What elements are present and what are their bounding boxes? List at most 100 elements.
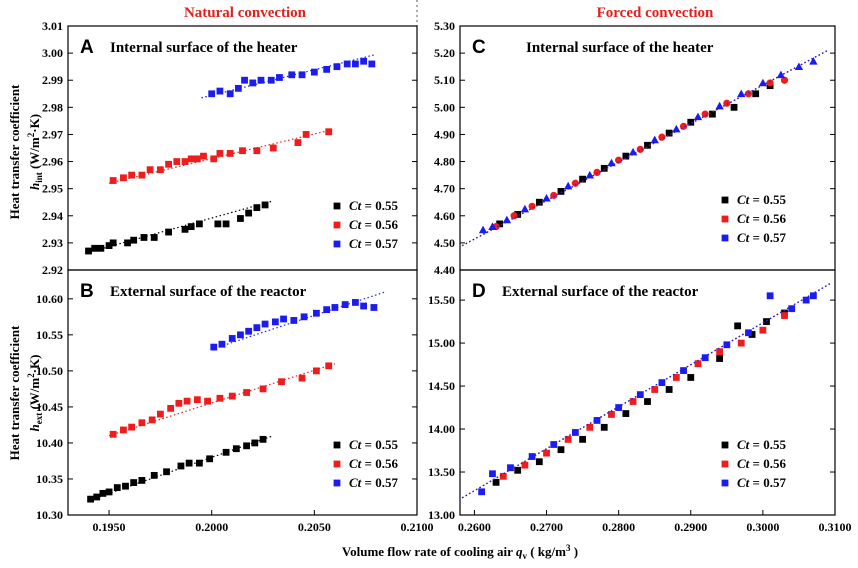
panel-B-point	[261, 320, 269, 328]
panel-A-point	[181, 158, 189, 165]
panel-B-point	[167, 404, 175, 412]
panel-D-point	[593, 417, 601, 424]
panel-B-legend-label: Ct = 0.56	[349, 456, 398, 471]
xlabel-close: )	[570, 544, 578, 559]
panel-B-point	[175, 399, 183, 407]
panel-D-legend-label: Ct = 0.55	[737, 437, 786, 452]
panel-A: 2.92 2.93 2.94 2.95 2.96 2.97 2.98 2.99 3.00 3.01…	[42, 19, 418, 277]
panel-C-ytick-label: 4.40	[434, 263, 455, 277]
panel-B-point	[228, 392, 236, 400]
panel-D-point	[788, 305, 796, 313]
panel-B-series-1	[108, 362, 336, 438]
panel-A-legend-label: Ct = 0.57	[349, 236, 398, 251]
panel-B-point	[130, 479, 138, 486]
panel-A-legend-marker	[333, 240, 341, 248]
panel-C-series-2	[461, 49, 829, 247]
ylabel-bottom-sup: 2	[26, 373, 36, 378]
panel-C-point	[737, 89, 746, 98]
panel-B-point	[206, 455, 214, 463]
panel-A-point	[234, 84, 242, 92]
panel-B-point	[204, 397, 211, 405]
panel-C-point	[615, 156, 623, 164]
panel-B-point	[360, 302, 368, 310]
panel-D-point	[629, 398, 637, 405]
panel-B-point	[222, 448, 230, 456]
panel-C-point	[776, 70, 786, 79]
panel-A-point	[257, 76, 265, 84]
ylabel-bottom-line1: Heat transfer coefficient	[7, 325, 22, 460]
panel-B-point	[185, 459, 193, 467]
panel-D-point	[564, 435, 572, 443]
xlabel: Volume flow rate of cooling air qv ( kg/…	[342, 543, 578, 561]
panel-C-point	[709, 110, 716, 118]
panel-A-point	[208, 90, 216, 98]
panel-A-point	[195, 220, 203, 228]
panel-A-point	[352, 60, 359, 68]
panel-C-ytick-label: 4.80	[434, 155, 455, 169]
panel-A-point	[226, 150, 234, 157]
panel-B-ytick-label: 10.35	[36, 472, 63, 486]
panel-B-title: External surface of the reactor	[110, 284, 307, 300]
panel-C-point	[701, 110, 709, 118]
panel-A-point	[128, 171, 136, 179]
panel-B-point	[138, 477, 146, 484]
panel-B-legend-label: Ct = 0.55	[349, 437, 398, 452]
panel-A-legend-label: Ct = 0.55	[349, 198, 398, 213]
panel-C-point	[644, 141, 651, 149]
panel-D-xtick-label: 0.2700	[530, 520, 563, 534]
panel-B: 10.30 10.35 10.40 10.45 10.50 10.55 10.60 0.195…	[36, 269, 434, 534]
panel-A-point	[124, 239, 131, 247]
panel-B-point	[177, 462, 185, 470]
panel-C-point	[510, 212, 518, 220]
panel-C-point	[758, 78, 768, 87]
panel-B-legend-marker	[333, 441, 341, 449]
panel-C-point	[650, 135, 659, 144]
panel-C-point	[723, 99, 731, 107]
panel-B-point	[341, 301, 349, 308]
panel-C-point	[520, 204, 530, 213]
panel-A-point	[214, 220, 222, 228]
panel-A-point	[187, 223, 195, 231]
panel-B-ytick-label: 10.30	[36, 508, 63, 522]
panel-A-point	[97, 244, 105, 252]
panel-C-point	[593, 168, 601, 176]
panel-C-legend-marker	[721, 215, 729, 223]
panel-D-ytick-label: 14.50	[428, 379, 455, 393]
panel-A-point	[146, 166, 154, 174]
panel-D-point	[716, 355, 724, 362]
ylabel-top-h: h	[27, 183, 42, 190]
panel-D-point	[507, 464, 514, 472]
panel-D-point	[748, 331, 756, 338]
panel-B-frame	[67, 269, 418, 516]
panel-D-point	[636, 391, 644, 399]
ylabel-bottom-sub: ext	[34, 413, 44, 425]
panel-B-legend-marker	[333, 460, 341, 468]
panel-D-point	[734, 322, 742, 330]
panel-B-point	[87, 495, 94, 503]
panel-B-legend-marker	[333, 479, 341, 487]
panel-A-point	[193, 155, 201, 163]
panel-B-point	[243, 442, 251, 450]
panel-B-point	[163, 468, 170, 476]
panel-C: 4.40 4.50 4.60 4.70 4.80 4.90 5.00 5.10 5.20 5.30…	[434, 19, 836, 277]
panel-C-point	[600, 164, 608, 172]
panel-A-point	[138, 171, 146, 179]
panel-D-legend-marker	[721, 479, 729, 487]
panel-A-ytick-label: 2.93	[42, 236, 63, 250]
panel-B-point	[109, 430, 117, 438]
panel-C-point	[794, 62, 804, 71]
panel-D-ytick-label: 15.00	[428, 336, 455, 350]
panel-A-series-2	[201, 53, 377, 99]
panel-B-trendline	[211, 291, 387, 350]
panel-C-point	[715, 101, 724, 110]
panel-D-point	[809, 292, 817, 300]
panel-A-ytick-label: 2.95	[42, 182, 63, 196]
panel-D-point	[745, 329, 752, 337]
ylabel-top-unit: (W/m	[27, 137, 42, 172]
panel-A-point	[253, 147, 261, 155]
panel-D-point	[687, 374, 695, 381]
panel-B-point	[280, 315, 287, 323]
panels: 2.92 2.93 2.94 2.95 2.96 2.97 2.98 2.99 3.00 3.01…	[36, 19, 852, 534]
panel-D-point	[766, 292, 774, 300]
panel-A-point	[91, 244, 99, 252]
